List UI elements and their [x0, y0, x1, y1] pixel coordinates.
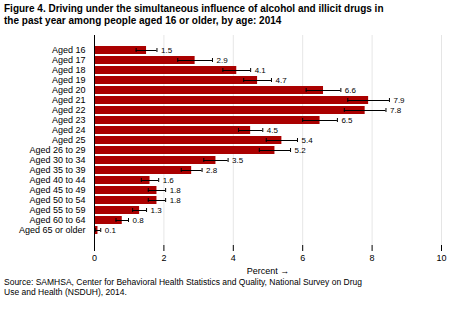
svg-text:Aged 16: Aged 16: [52, 45, 86, 55]
svg-text:4.5: 4.5: [267, 126, 279, 135]
svg-text:0.8: 0.8: [133, 216, 145, 225]
svg-text:6.5: 6.5: [341, 116, 353, 125]
svg-text:1.8: 1.8: [170, 186, 182, 195]
svg-text:8: 8: [370, 253, 375, 263]
svg-text:5.2: 5.2: [295, 146, 307, 155]
svg-text:10: 10: [436, 253, 446, 263]
svg-text:0: 0: [92, 253, 97, 263]
svg-text:2: 2: [161, 253, 166, 263]
svg-text:Aged 45 to 49: Aged 45 to 49: [29, 185, 85, 195]
svg-text:Aged 50 to 54: Aged 50 to 54: [29, 195, 85, 205]
svg-text:4.7: 4.7: [275, 76, 287, 85]
svg-text:1.5: 1.5: [161, 46, 173, 55]
html-text:Figure 4. Driving under the si: Figure 4. Driving under the simultaneous…: [4, 3, 384, 26]
html-text:Source: SAMHSA, Center for Beh: Source: SAMHSA, Center for Behavioral He…: [4, 277, 362, 298]
svg-text:Aged 21: Aged 21: [52, 95, 86, 105]
svg-text:5.4: 5.4: [301, 136, 313, 145]
svg-text:3.5: 3.5: [232, 156, 244, 165]
svg-text:6.6: 6.6: [345, 86, 357, 95]
svg-text:2.8: 2.8: [206, 166, 218, 175]
svg-text:Aged 18: Aged 18: [52, 65, 86, 75]
svg-text:2.9: 2.9: [216, 56, 228, 65]
svg-text:Aged 22: Aged 22: [52, 105, 86, 115]
svg-text:Aged 23: Aged 23: [52, 115, 86, 125]
svg-text:Aged 40 to 44: Aged 40 to 44: [29, 175, 85, 185]
svg-text:Aged 25: Aged 25: [52, 135, 86, 145]
svg-text:7.9: 7.9: [393, 96, 405, 105]
svg-text:7.8: 7.8: [390, 106, 402, 115]
svg-text:4.1: 4.1: [255, 66, 267, 75]
svg-text:Aged 55 to 59: Aged 55 to 59: [29, 205, 85, 215]
svg-text:1.3: 1.3: [151, 206, 163, 215]
svg-text:Aged 35 to 39: Aged 35 to 39: [29, 165, 85, 175]
svg-text:0.1: 0.1: [105, 226, 117, 235]
svg-text:6: 6: [300, 253, 305, 263]
svg-text:Aged 65 or older: Aged 65 or older: [19, 225, 86, 235]
svg-text:4: 4: [231, 253, 236, 263]
svg-text:1.6: 1.6: [163, 176, 175, 185]
svg-text:Aged 60 to 64: Aged 60 to 64: [29, 215, 85, 225]
svg-text:1.8: 1.8: [170, 196, 182, 205]
svg-text:Aged 30 to 34: Aged 30 to 34: [29, 155, 85, 165]
svg-text:Aged 17: Aged 17: [52, 55, 86, 65]
svg-text:Aged 19: Aged 19: [52, 75, 86, 85]
svg-text:Percent →: Percent →: [247, 266, 290, 276]
svg-text:Aged 20: Aged 20: [52, 85, 86, 95]
svg-text:Aged 24: Aged 24: [52, 125, 86, 135]
svg-text:Aged 26 to 29: Aged 26 to 29: [29, 145, 85, 155]
